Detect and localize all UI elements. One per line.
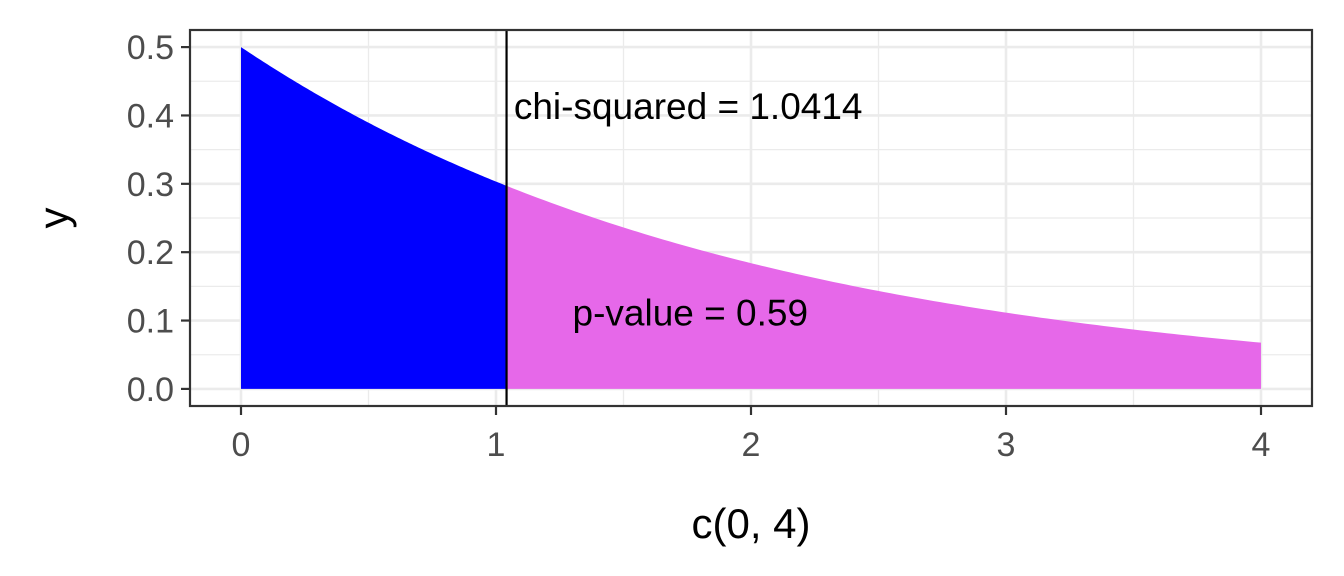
- area-region-left: [241, 47, 507, 389]
- annotations: chi-squared = 1.0414 p-value = 0.59: [514, 86, 863, 333]
- axes: 0 1 2 3 4 0.0 0.1 0.2 0.3 0.4 0.5: [127, 29, 1271, 464]
- x-axis-title: c(0, 4): [691, 500, 810, 547]
- chi-squared-label: chi-squared = 1.0414: [514, 86, 863, 127]
- p-value-label: p-value = 0.59: [573, 292, 809, 333]
- y-tick-label: 0.2: [127, 234, 174, 272]
- x-tick-label: 1: [487, 426, 506, 464]
- y-tick-label: 0.0: [127, 371, 174, 409]
- y-axis-title: y: [30, 208, 77, 229]
- area-regions: [241, 47, 1261, 389]
- x-tick-label: 4: [1252, 426, 1271, 464]
- x-tick-label: 2: [742, 426, 761, 464]
- y-tick-label: 0.1: [127, 303, 174, 341]
- x-tick-label: 3: [997, 426, 1016, 464]
- y-tick-label: 0.4: [127, 97, 174, 135]
- y-tick-label: 0.5: [127, 29, 174, 67]
- y-tick-label: 0.3: [127, 166, 174, 204]
- area-region-right: [506, 185, 1261, 389]
- x-tick-label: 0: [232, 426, 251, 464]
